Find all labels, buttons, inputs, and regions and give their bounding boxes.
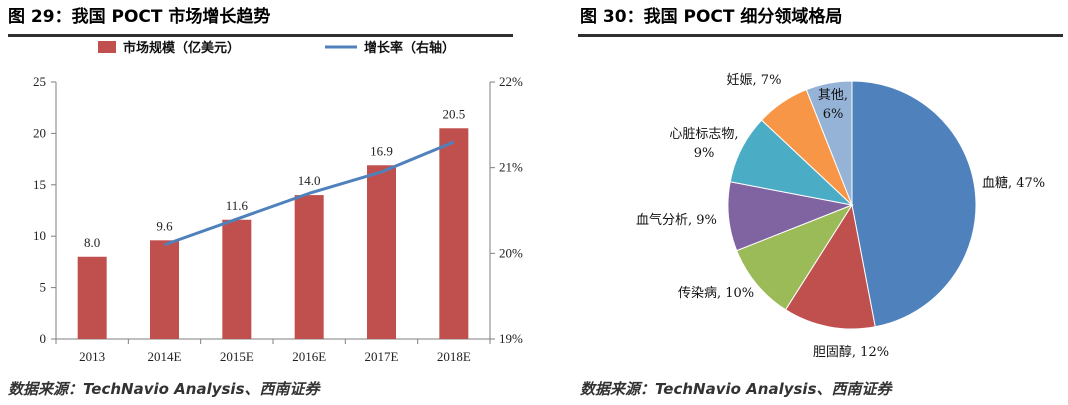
left-y-tick-label: 5 — [40, 280, 47, 295]
pie-slice-label: 胆固醇, 12% — [813, 344, 889, 360]
bar-data-label: 9.6 — [156, 218, 173, 233]
pie-slice-label: 9% — [694, 146, 715, 161]
left-y-tick-label: 15 — [33, 177, 46, 192]
pie-slice-label: 血糖, 47% — [982, 175, 1045, 191]
left-chart-title: 图 29：我国 POCT 市场增长趋势 — [8, 7, 271, 27]
legend-label-market-size: 市场规模（亿美元） — [123, 40, 240, 56]
pie-slice-label: 妊娠, 7% — [727, 73, 782, 88]
legend-label-growth-rate: 增长率（右轴） — [364, 40, 455, 56]
pie-slice — [851, 80, 977, 328]
pie-slice-label: 心脏标志物, — [669, 127, 738, 142]
right-source-note: 数据来源：TechNavio Analysis、西南证券 — [580, 380, 892, 398]
left-title-rule — [8, 34, 513, 37]
right-title-rule — [578, 34, 1063, 37]
bar — [222, 219, 252, 339]
x-tick-label: 2016E — [292, 349, 326, 364]
right-chart-title: 图 30：我国 POCT 细分领域格局 — [580, 7, 843, 27]
legend-swatch-market-size — [98, 41, 116, 53]
pie-slice-label: 血气分析, 9% — [636, 212, 717, 228]
left-y-tick-label: 20 — [33, 125, 46, 140]
bar — [77, 256, 107, 339]
bar — [150, 240, 179, 339]
growth-rate-line — [163, 140, 455, 247]
x-tick-label: 2015E — [220, 349, 254, 364]
pie-slice-label: 传染病, 10% — [678, 286, 754, 301]
right-y-tick-label: 22% — [499, 74, 523, 89]
pie-slice-label: 6% — [823, 107, 844, 122]
pie-slice — [736, 203, 854, 311]
bar-data-label: 20.5 — [442, 106, 465, 121]
bar-data-label: 11.6 — [226, 198, 249, 213]
right-y-tick-label: 20% — [499, 245, 523, 260]
x-tick-label: 2013 — [79, 349, 105, 364]
pie-slice — [805, 80, 853, 206]
bar-data-label: 16.9 — [370, 143, 393, 158]
bar — [294, 195, 324, 339]
left-y-tick-label: 0 — [40, 331, 47, 346]
bar-data-label: 14.0 — [298, 173, 321, 188]
bar — [367, 165, 396, 339]
right-y-tick-label: 19% — [499, 331, 523, 346]
right-y-tick-label: 21% — [499, 160, 523, 175]
left-source-note: 数据来源：TechNavio Analysis、西南证券 — [8, 380, 320, 398]
bar — [439, 128, 469, 339]
x-tick-label: 2018E — [437, 349, 471, 364]
left-y-tick-label: 25 — [33, 74, 46, 89]
pie-slice — [784, 203, 876, 330]
left-y-tick-label: 10 — [33, 228, 46, 243]
x-tick-label: 2017E — [365, 349, 399, 364]
bar-data-label: 8.0 — [84, 235, 100, 250]
pie-slice-label: 其他, — [818, 88, 848, 103]
x-tick-label: 2014E — [148, 349, 182, 364]
